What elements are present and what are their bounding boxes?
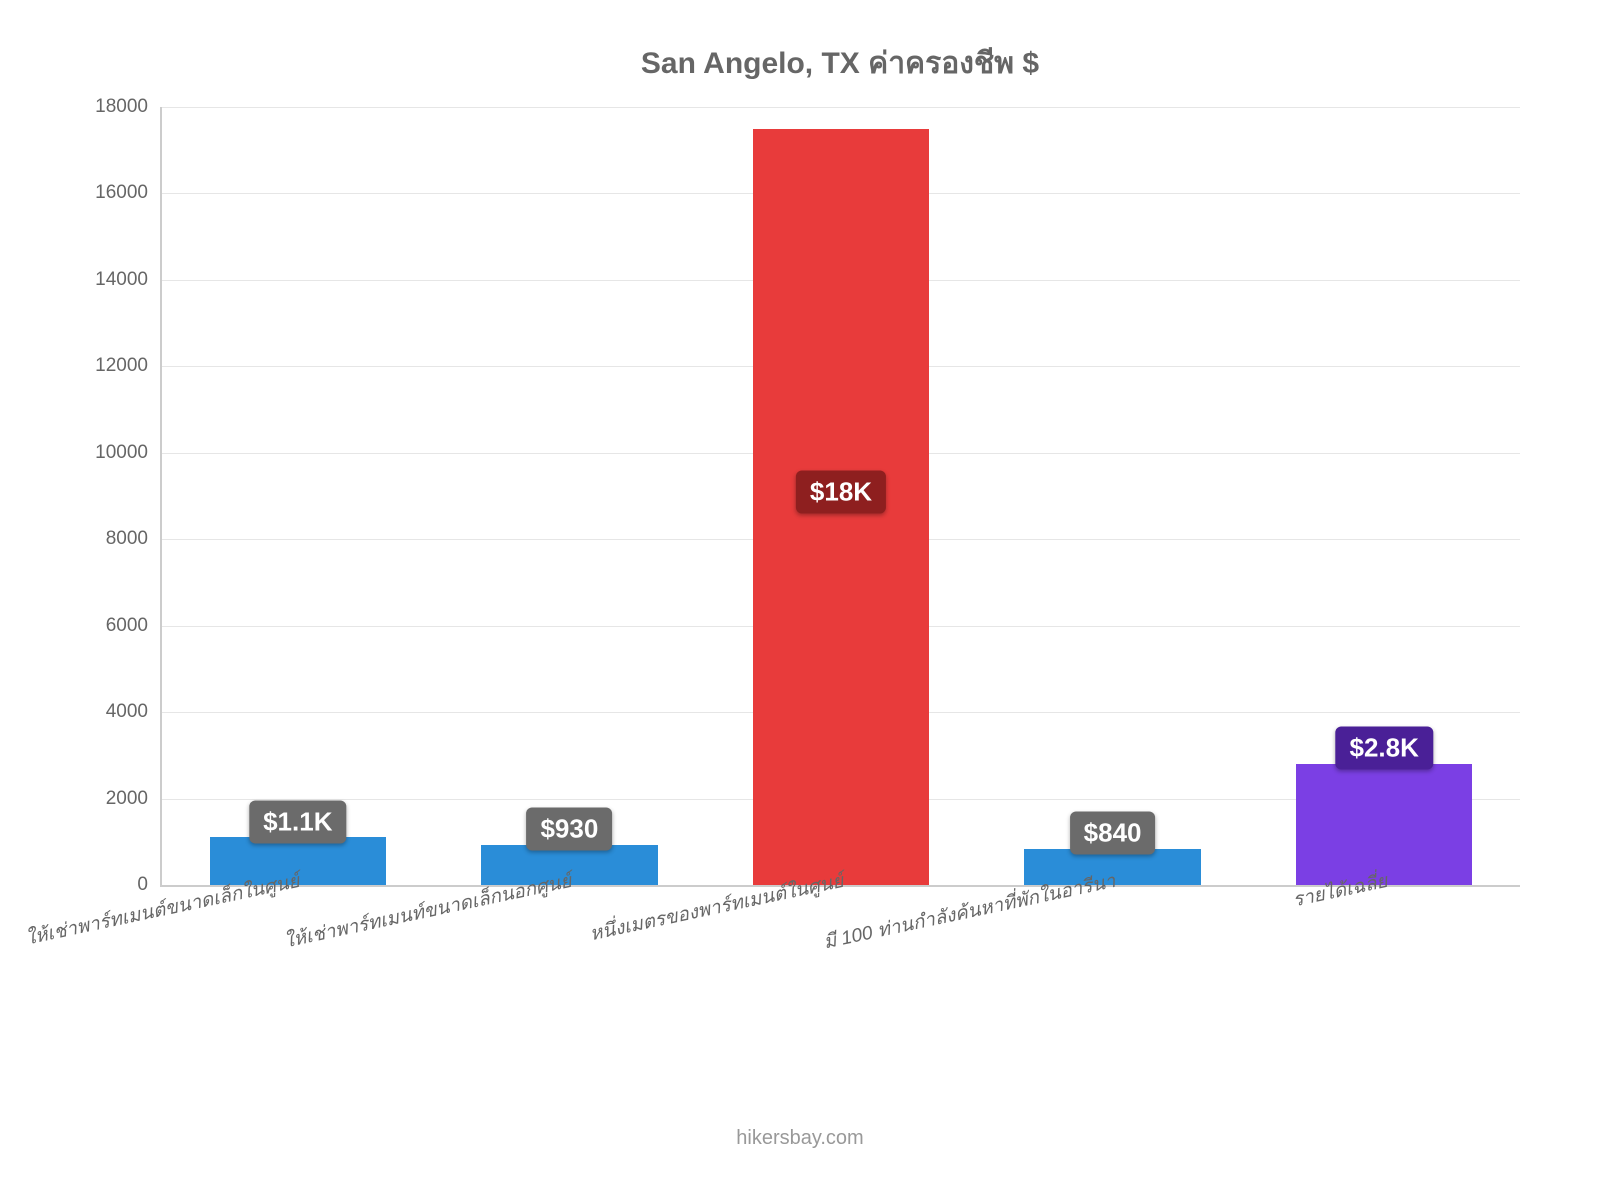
- bar-value-label: $1.1K: [249, 800, 346, 843]
- bar-value-label: $2.8K: [1335, 727, 1432, 770]
- x-tick-label: ให้เช่าพาร์ทเมนต์ขนาดเล็กในศูนย์: [23, 866, 302, 953]
- x-tick-label: มี 100 ท่านกำลังค้นหาที่พักในอารีนา: [821, 866, 1118, 957]
- y-tick-label: 12000: [95, 355, 148, 377]
- y-tick-label: 8000: [106, 528, 148, 550]
- y-tick-label: 2000: [106, 788, 148, 810]
- y-tick-label: 14000: [95, 269, 148, 291]
- y-tick-label: 18000: [95, 96, 148, 118]
- bar-value-label: $930: [526, 808, 612, 851]
- y-tick-label: 4000: [106, 701, 148, 723]
- y-tick-label: 16000: [95, 182, 148, 204]
- plot-area: 0200040006000800010000120001400016000180…: [160, 107, 1520, 887]
- chart-credit: hikersbay.com: [0, 1127, 1600, 1150]
- y-tick-label: 10000: [95, 442, 148, 464]
- bars-layer: $1.1K $930 $18K $840 $2.8K: [162, 107, 1520, 885]
- y-tick-label: 6000: [106, 615, 148, 637]
- chart-title: San Angelo, TX ค่าครองชีพ $: [160, 40, 1520, 87]
- x-tick-label: หนึ่งเมตรของพาร์ทเมนต์ในศูนย์: [587, 866, 846, 949]
- bar-value-label: $840: [1070, 812, 1156, 855]
- chart-container: San Angelo, TX ค่าครองชีพ $ 020004000600…: [0, 0, 1600, 1200]
- x-axis-labels: ให้เช่าพาร์ทเมนต์ขนาดเล็กในศูนย์ให้เช่าพ…: [160, 860, 1520, 1030]
- x-tick-label: รายได้เฉลี่ย: [1290, 866, 1390, 915]
- bar-value-label: $18K: [796, 470, 886, 513]
- x-tick-label: ให้เช่าพาร์ทเมนท์ขนาดเล็กนอกศูนย์: [281, 866, 574, 956]
- y-tick-label: 0: [137, 874, 148, 896]
